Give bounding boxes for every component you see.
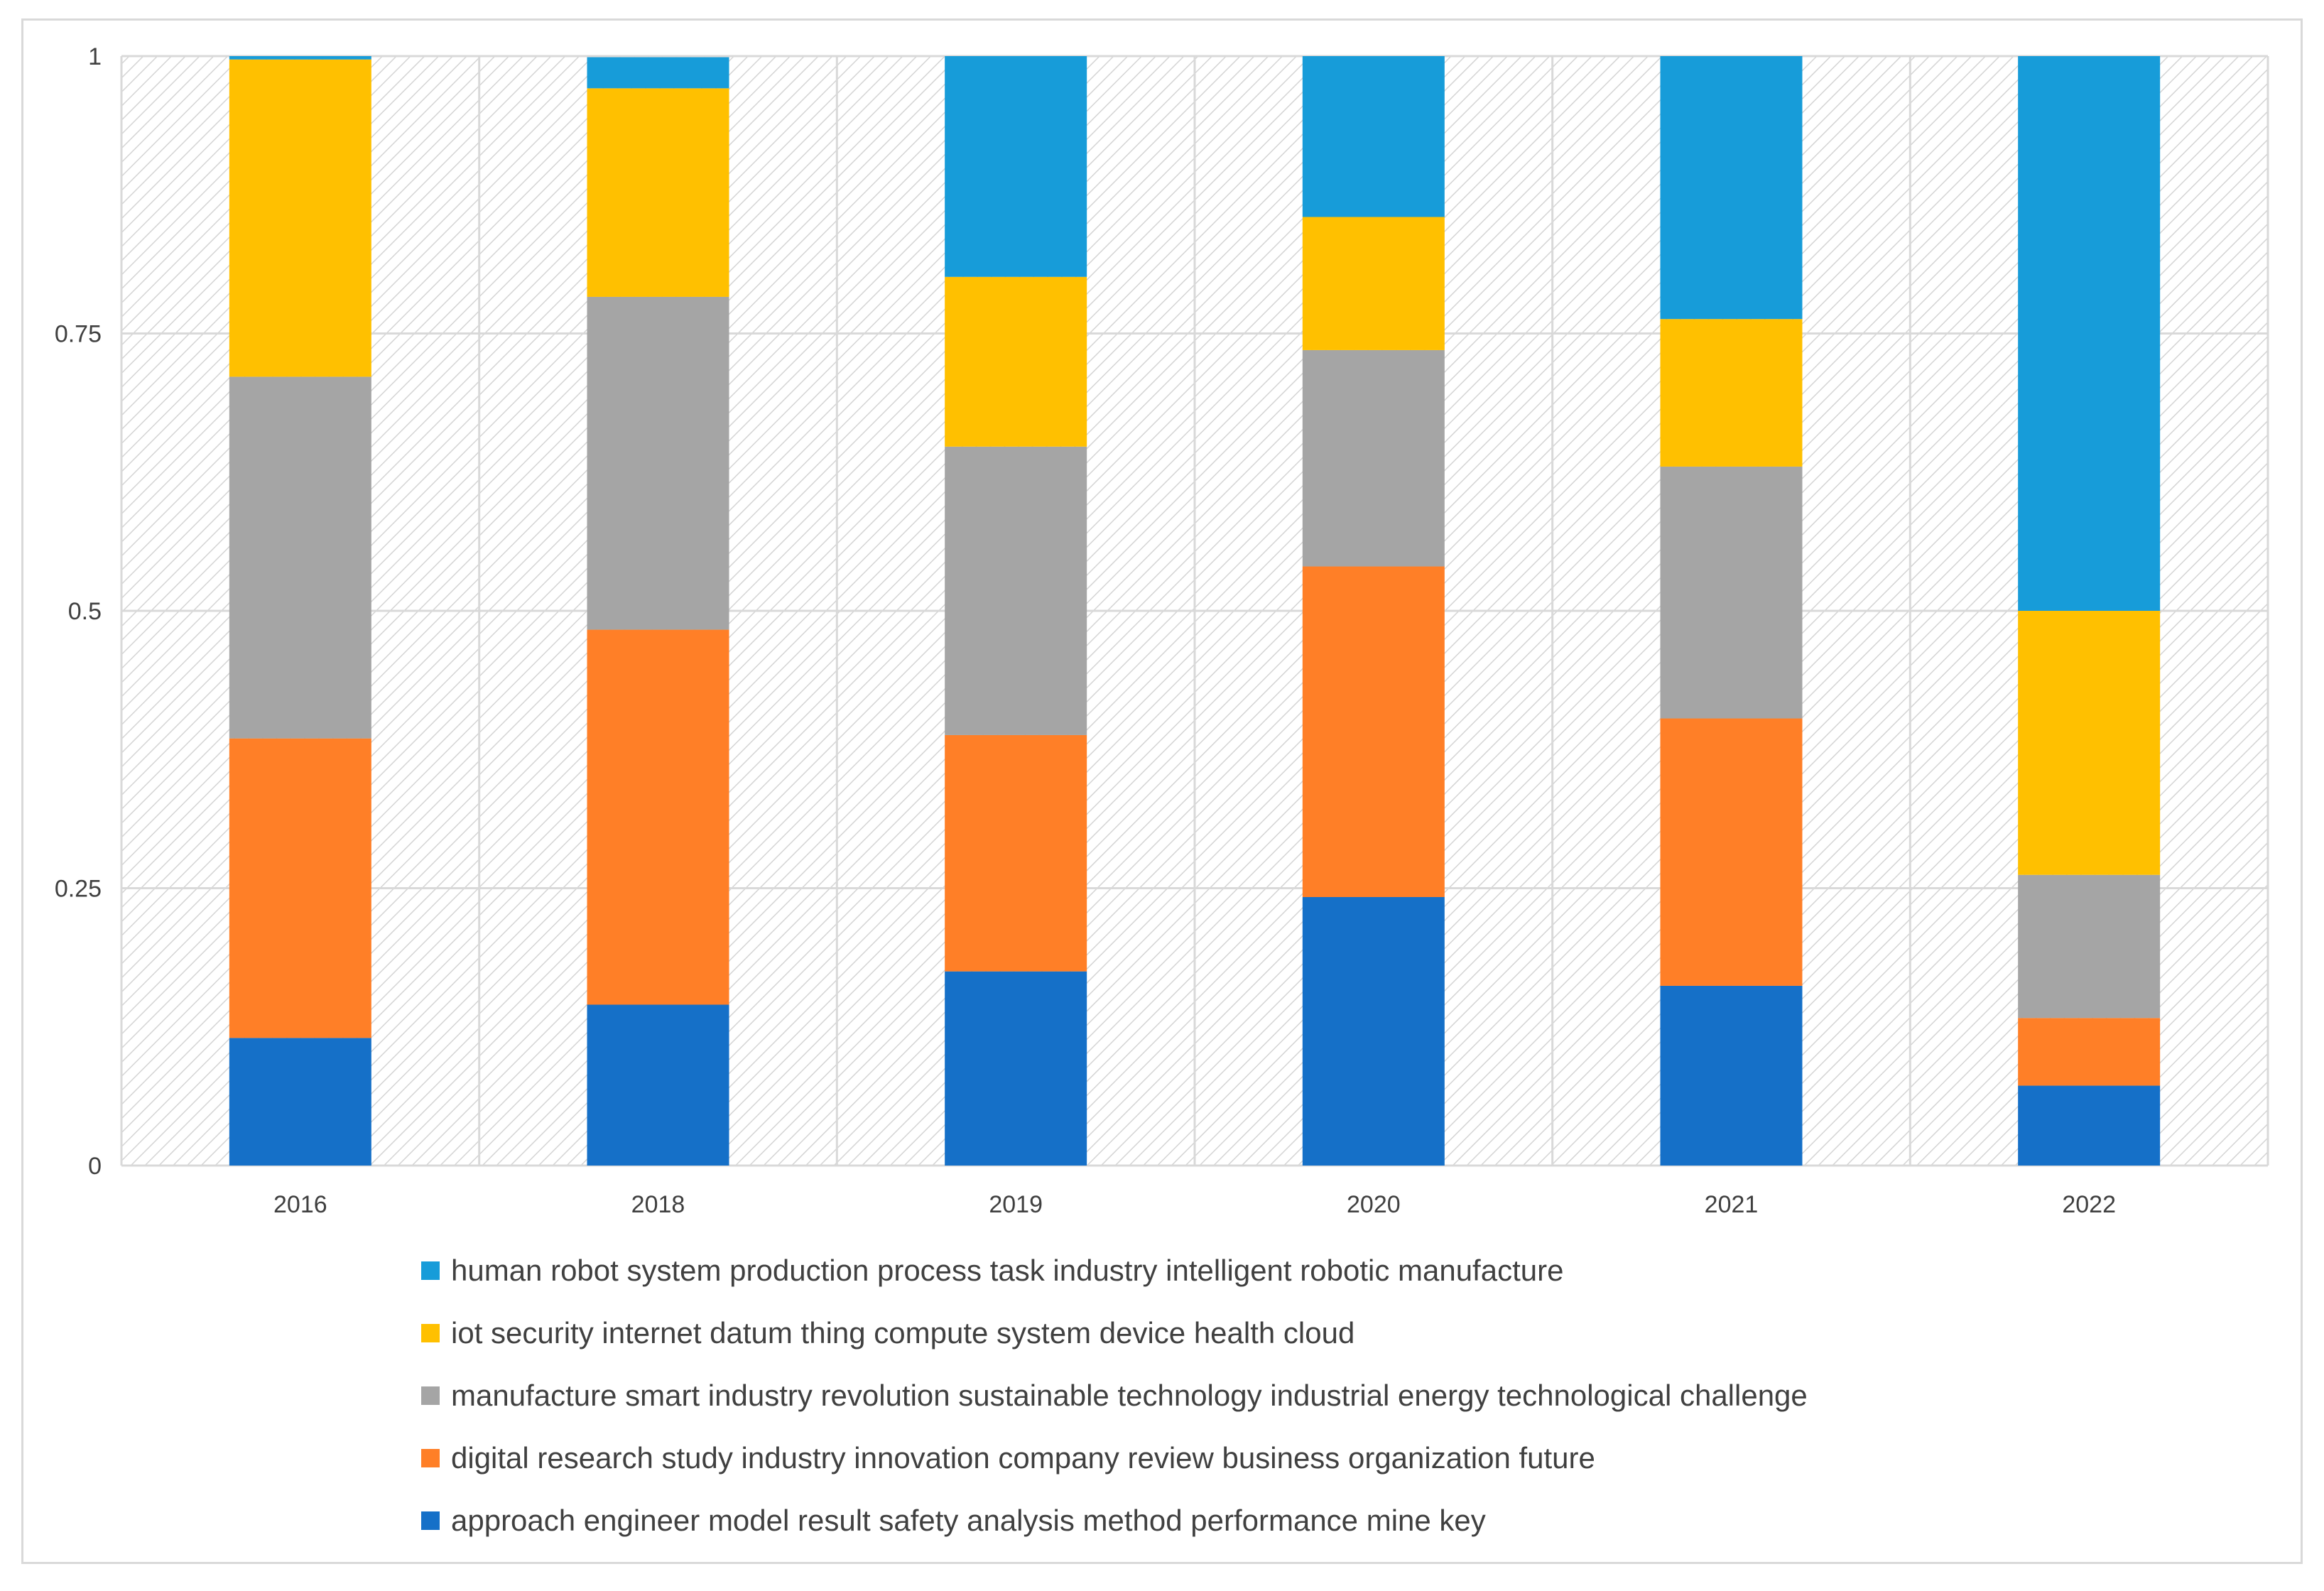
y-tick-label-0: 0	[88, 1153, 102, 1180]
y-axis-ticks: 0 0.25 0.5 0.75 1	[55, 43, 102, 1180]
bar-segment-2019-series-1	[945, 734, 1087, 972]
x-tick-label-2020: 2020	[1347, 1191, 1401, 1218]
bar-segment-2022-series-0	[2018, 1085, 2161, 1166]
bar-segment-2021-series-0	[1660, 985, 1803, 1166]
legend-label-4: human robot system production process ta…	[451, 1254, 1563, 1287]
x-tick-label-2022: 2022	[2062, 1191, 2116, 1218]
legend-label-1: digital research study industry innovati…	[451, 1441, 1595, 1475]
bar-segment-2016-series-1	[229, 738, 371, 1038]
bar-segment-2018-series-4	[587, 57, 729, 89]
bar-segment-2016-series-4	[229, 56, 371, 60]
bars	[229, 56, 2161, 1166]
legend-swatch-0	[421, 1511, 440, 1530]
bar-segment-2019-series-0	[945, 971, 1087, 1166]
bar-segment-2021-series-4	[1660, 56, 1803, 320]
x-tick-label-2019: 2019	[989, 1191, 1043, 1218]
bar-segment-2022-series-4	[2018, 56, 2161, 611]
x-axis-ticks: 2016 2018 2019 2020 2021 2022	[273, 1191, 2116, 1218]
x-tick-label-2018: 2018	[631, 1191, 685, 1218]
bar-segment-2020-series-3	[1302, 217, 1445, 350]
y-tick-label-2: 0.5	[68, 598, 102, 625]
y-tick-label-4: 1	[88, 43, 102, 70]
x-tick-label-2021: 2021	[1705, 1191, 1759, 1218]
bar-segment-2019-series-3	[945, 276, 1087, 447]
legend-swatch-3	[421, 1324, 440, 1342]
y-tick-label-1: 0.25	[55, 876, 102, 903]
stacked-bar-chart: 0 0.25 0.5 0.75 1 2016 2018 2019 2020 2021 2022 h…	[55, 43, 2269, 1537]
bar-segment-2020-series-2	[1302, 349, 1445, 567]
bar-segment-2020-series-1	[1302, 566, 1445, 897]
y-tick-label-3: 0.75	[55, 321, 102, 348]
bar-segment-2016-series-2	[229, 376, 371, 739]
legend-swatch-4	[421, 1261, 440, 1280]
legend: human robot system production process ta…	[421, 1254, 1808, 1537]
bar-segment-2018-series-1	[587, 629, 729, 1005]
bar-segment-2018-series-0	[587, 1004, 729, 1166]
bar-segment-2021-series-2	[1660, 466, 1803, 719]
grid-lines	[120, 55, 2269, 1167]
bar-segment-2021-series-3	[1660, 319, 1803, 467]
bar-segment-2018-series-2	[587, 296, 729, 630]
bar-segment-2021-series-1	[1660, 718, 1803, 986]
bar-segment-2020-series-4	[1302, 56, 1445, 217]
bar-segment-2022-series-1	[2018, 1018, 2161, 1086]
bar-segment-2020-series-0	[1302, 896, 1445, 1166]
legend-swatch-1	[421, 1449, 440, 1467]
legend-label-0: approach engineer model result safety an…	[451, 1504, 1486, 1537]
chart-frame: 0 0.25 0.5 0.75 1 2016 2018 2019 2020 2021 2022 h…	[21, 18, 2303, 1564]
bar-segment-2022-series-3	[2018, 611, 2161, 875]
bar-segment-2018-series-3	[587, 88, 729, 297]
bar-segment-2016-series-0	[229, 1038, 371, 1166]
bar-segment-2019-series-2	[945, 446, 1087, 735]
legend-label-2: manufacture smart industry revolution su…	[451, 1379, 1808, 1412]
bar-segment-2016-series-3	[229, 59, 371, 377]
bar-segment-2022-series-2	[2018, 874, 2161, 1019]
legend-label-3: iot security internet datum thing comput…	[451, 1316, 1354, 1350]
x-tick-label-2016: 2016	[273, 1191, 327, 1218]
bar-segment-2019-series-4	[945, 56, 1087, 277]
legend-swatch-2	[421, 1386, 440, 1405]
